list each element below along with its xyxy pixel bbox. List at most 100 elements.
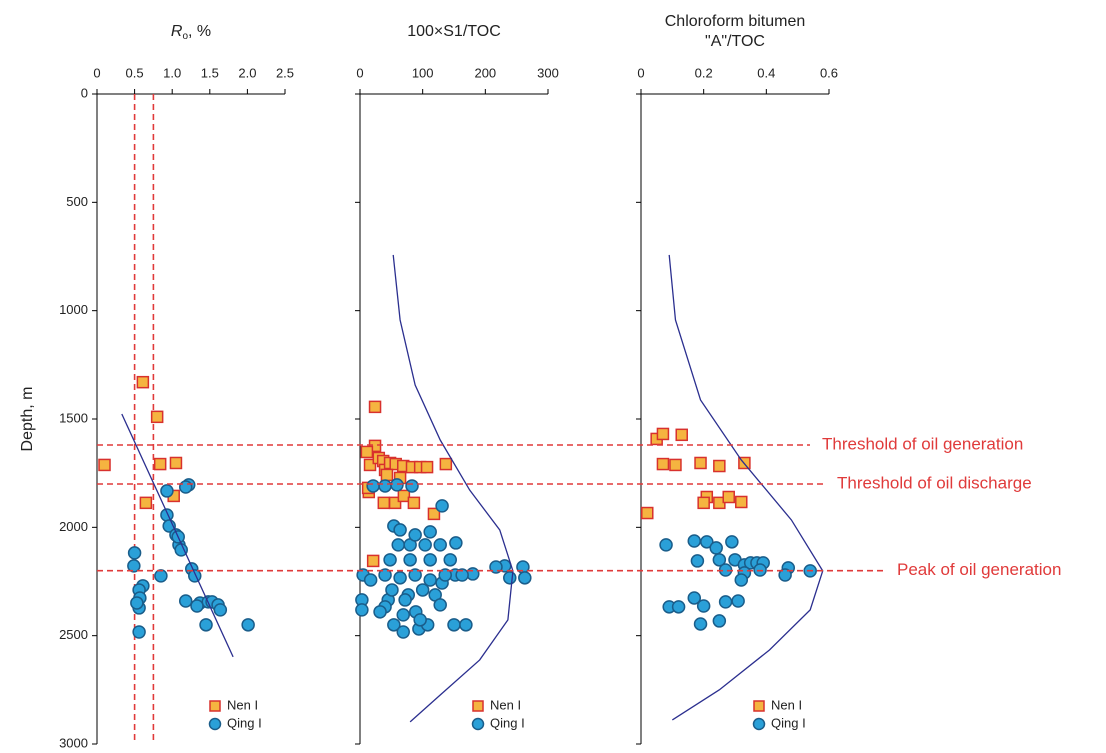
data-point: [503, 571, 517, 585]
data-point: [778, 568, 792, 582]
data-point: [725, 535, 739, 549]
data-point: [136, 375, 150, 389]
data-point: [127, 559, 141, 573]
data-point: [393, 523, 407, 537]
data-point: [518, 571, 532, 585]
data-point: [387, 618, 401, 632]
data-point: [380, 468, 394, 482]
data-point: [393, 571, 407, 585]
data-point: [418, 538, 432, 552]
data-point: [241, 618, 255, 632]
data-point: [98, 458, 111, 472]
data-point: [403, 553, 417, 567]
title-subscript: o: [182, 31, 188, 42]
data-point: [734, 573, 749, 587]
data-point: [712, 614, 727, 628]
legend-marker: [472, 700, 484, 712]
data-point: [722, 490, 735, 504]
data-point: [423, 573, 437, 587]
data-point: [449, 536, 463, 550]
data-point: [415, 583, 430, 597]
x-tick-label: 0.6: [820, 65, 838, 80]
data-point: [396, 625, 410, 639]
data-point: [697, 496, 710, 510]
data-point: [713, 459, 726, 473]
x-tick-label: 0: [356, 65, 363, 80]
legend-label: Qing I: [227, 715, 262, 730]
x-tick-label: 0.4: [757, 65, 775, 80]
data-point: [656, 457, 670, 471]
data-point: [213, 603, 228, 617]
data-point: [377, 496, 391, 510]
legend-label: Nen I: [227, 697, 258, 712]
data-point: [709, 541, 723, 555]
data-point: [433, 598, 447, 612]
data-point: [160, 508, 174, 522]
data-point: [423, 553, 437, 567]
data-point: [378, 568, 392, 582]
data-point: [427, 507, 441, 521]
x-tick-label: 300: [537, 65, 559, 80]
legend-marker: [752, 717, 766, 731]
data-point: [169, 456, 183, 470]
data-point: [130, 596, 144, 610]
data-point: [671, 600, 686, 614]
y-tick-label: 500: [66, 194, 88, 209]
data-point: [366, 554, 380, 568]
reference-label: Threshold of oil generation: [822, 434, 1023, 453]
reference-label: Threshold of oil discharge: [837, 473, 1032, 492]
data-point: [154, 569, 168, 583]
data-point: [408, 528, 422, 542]
data-point: [366, 479, 380, 493]
title-symbol: R: [171, 23, 183, 40]
data-point: [363, 573, 378, 587]
data-point: [405, 479, 419, 493]
chart-title: 100×S1/TOC: [407, 23, 501, 40]
x-tick-label: 100: [412, 65, 434, 80]
data-point: [438, 568, 452, 582]
data-point: [735, 495, 748, 509]
trend-line: [392, 254, 514, 723]
data-point: [199, 618, 213, 632]
data-point: [363, 458, 377, 472]
legend-label: Qing I: [490, 715, 525, 730]
data-point: [396, 608, 410, 622]
x-tick-label: 1.5: [201, 65, 219, 80]
data-point: [423, 525, 437, 539]
data-point: [390, 478, 404, 492]
data-point: [178, 480, 193, 494]
legend-marker: [209, 700, 221, 712]
data-point: [378, 479, 392, 493]
x-tick-label: 1.0: [163, 65, 181, 80]
x-tick-label: 0.5: [126, 65, 144, 80]
chart-title: Ro, %: [171, 23, 211, 41]
y-tick-label: 2000: [59, 519, 88, 534]
data-point: [439, 457, 453, 471]
x-tick-label: 0: [93, 65, 100, 80]
data-point: [178, 594, 193, 608]
y-tick-label: 1000: [59, 302, 88, 317]
data-point: [731, 594, 745, 608]
x-tick-label: 0: [637, 65, 644, 80]
data-point: [407, 496, 421, 510]
data-point: [413, 613, 427, 627]
reference-label: Peak of oil generation: [897, 560, 1061, 579]
data-point: [712, 553, 727, 567]
data-point: [443, 553, 457, 567]
data-point: [132, 625, 146, 639]
data-point: [656, 427, 670, 441]
data-point: [190, 599, 204, 613]
chart-title: Chloroform bitumen: [665, 13, 806, 30]
data-point: [385, 583, 399, 597]
x-tick-label: 200: [474, 65, 496, 80]
data-point: [687, 591, 702, 605]
data-point: [459, 618, 473, 632]
data-point: [391, 538, 405, 552]
x-tick-label: 2.5: [276, 65, 294, 80]
legend-label: Nen I: [771, 697, 802, 712]
x-tick-label: 2.0: [238, 65, 256, 80]
data-point: [355, 603, 369, 617]
legend-label: Nen I: [490, 697, 521, 712]
data-point: [687, 534, 702, 548]
data-point: [373, 605, 387, 619]
